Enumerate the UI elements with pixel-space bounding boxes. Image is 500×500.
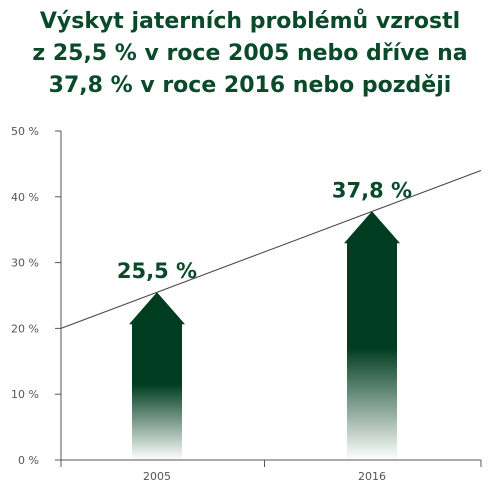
data-label-2005: 25,5 % [117,259,197,283]
data-label-2016: 37,8 % [332,178,412,202]
bar-2016 [344,211,400,460]
bar-2005 [129,292,185,460]
y-tick-label: 10 % [11,388,39,401]
y-tick-label: 30 % [11,257,39,270]
y-tick-label: 40 % [11,191,39,204]
y-tick-label: 50 % [11,125,39,138]
y-tick-label: 0 % [18,454,39,467]
chart-title-line-3: 37,8 % v roce 2016 nebo později [48,73,452,98]
chart-title-line-2: z 25,5 % v roce 2005 nebo dříve na [32,41,468,66]
chart-title: Výskyt jaterních problémů vzrostl z 25,5… [0,6,500,102]
x-tick-label-2005: 2005 [143,470,171,483]
chart-title-line-1: Výskyt jaterních problémů vzrostl [39,9,461,34]
x-tick-label-2016: 2016 [358,470,386,483]
trend-line [60,170,482,329]
y-tick-label: 20 % [11,322,39,335]
